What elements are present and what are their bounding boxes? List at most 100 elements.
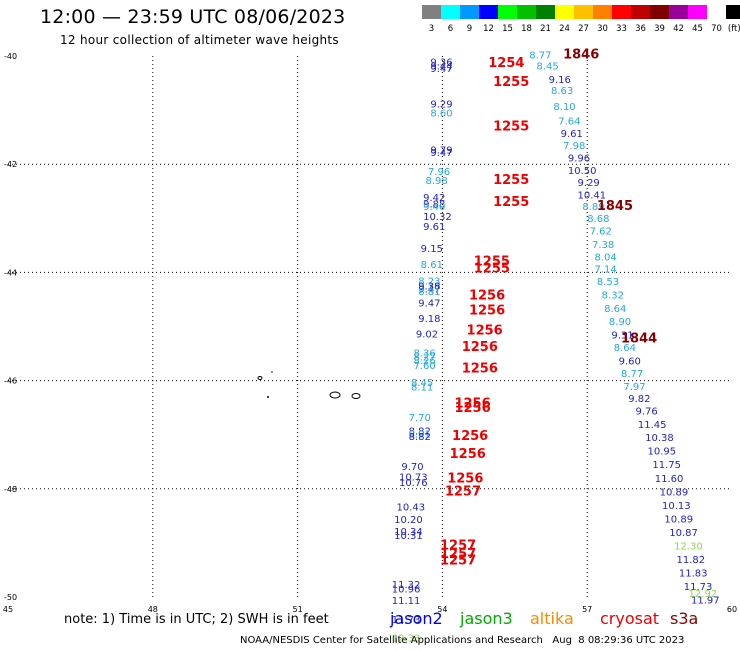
pass-time-label: 1255 [493,173,529,188]
wave-height-value: 9.31 [611,330,633,341]
island [257,376,263,380]
legend-swatch [726,5,740,19]
legend-label: 12 [483,24,494,34]
lon-tick-label: 51 [293,605,303,614]
wave-height-value: 8.61 [421,260,443,271]
wave-height-value: 8.32 [602,290,624,301]
pass-time-label: 1257 [440,547,476,562]
lon-tick-label: 60 [727,605,737,614]
wave-height-value: 7.14 [594,264,616,275]
wave-height-value: 10.38 [645,433,674,444]
wave-height-value: 9.29 [578,178,600,189]
legend-swatch [631,5,650,19]
wave-height-value: 8.81 [418,287,440,298]
wave-height-value: 9.15 [421,244,443,255]
footnote: note: 1) Time is in UTC; 2) SWH is in fe… [64,612,329,627]
lon-tick-label: 54 [437,605,447,614]
wave-height-value: 8.82 [409,432,431,443]
pass-time-label: 1257 [440,538,476,553]
island [329,391,341,399]
wave-height-value: 10.34 [394,527,423,538]
island [267,396,269,398]
legend-swatch [498,5,517,19]
wave-height-value: 9.47 [430,64,452,75]
legend-label: 70 [711,24,722,34]
wave-height-value: 8.90 [609,317,631,328]
wave-height-value: 8.63 [551,86,573,97]
satellite-name: s3a [670,609,699,628]
island [271,371,273,373]
pass-time-label: 1256 [452,429,488,444]
satellite-name: altika [530,609,574,628]
pass-time-label: 1255 [493,195,529,210]
satellite-name: cryosat [600,609,660,628]
legend-unit: (ft) [727,24,740,34]
lat-tick-label: -50 [4,593,17,602]
legend-label: 6 [447,24,454,34]
page-subtitle: 12 hour collection of altimeter wave hei… [60,33,339,47]
lat-tick-label: -44 [4,268,17,277]
legend-swatch [574,5,593,19]
wave-height-value: 8.04 [594,252,616,263]
wave-height-value: 7.64 [558,117,580,128]
wave-height-value: 9.70 [401,462,423,473]
wave-height-value: 9.88 [423,199,445,210]
wave-height-value: 9.61 [423,222,445,233]
legend-swatch [612,5,631,19]
legend-label: 24 [559,24,570,34]
wave-height-value: 8.10 [553,102,575,113]
pass-time-label: 1255 [474,261,510,276]
legend-swatch [669,5,688,19]
wave-height-value: 7.97 [623,382,645,393]
wave-height-value: 8.89 [582,202,604,213]
wave-height-value: 8.77 [621,369,643,380]
wave-height-value: 9.18 [418,314,440,325]
wave-height-value: 8.45 [411,378,433,389]
page-title: 12:00 — 23:59 UTC 08/06/2023 [40,6,346,28]
pass-time-label: 1844 [621,332,657,347]
wave-height-value: 7.38 [592,240,614,251]
islands [257,371,361,399]
legend-label: 45 [692,24,703,34]
legend-label: 9 [466,24,473,34]
wave-height-value: 10.73 [399,473,428,484]
legend-label: 39 [654,24,665,34]
pass-time-label: 1256 [467,324,503,339]
wave-height-value: 9.36 [430,58,452,69]
satellite-name: jason2 [390,609,443,628]
legend-swatch [707,5,726,19]
wave-height-value: 12.30 [674,541,703,552]
legend-swatch [688,5,707,19]
wave-height-value: 7.62 [590,227,612,238]
pass-time-label: 1255 [493,120,529,135]
wave-height-value: 8.23 [418,276,440,287]
pass-time-label: 1256 [469,288,505,303]
legend-swatch [422,5,441,19]
legend-swatch [555,5,574,19]
wave-height-value: 8.82 [409,427,431,438]
pass-time-label: 1255 [474,254,510,269]
wave-height-value: 10.32 [423,212,452,223]
wave-height-value: 8.26 [413,356,435,367]
wave-height-value: 11.73 [684,582,713,593]
wave-height-value: 10.41 [578,190,607,201]
legend-label: 36 [635,24,646,34]
wave-height-value: 8.45 [537,62,559,73]
wave-height-value: 8.36 [413,348,435,359]
wave-height-value: 10.76 [399,478,428,489]
legend-label: 15 [502,24,513,34]
pass-time-label: 1256 [462,340,498,355]
legend-swatch [460,5,479,19]
wave-height-value: 10.89 [664,514,693,525]
wave-height-value: 9.16 [549,75,571,86]
wave-height-value: 9.02 [416,329,438,340]
pass-time-label: 1257 [440,554,476,569]
pass-time-label: 1846 [563,48,599,63]
wave-height-value: 9.44 [430,62,452,73]
wave-height-value: 8.27 [413,353,435,364]
wave-height-value: 7.98 [563,141,585,152]
wave-height-value: 11.82 [676,555,705,566]
wave-height-value: 9.82 [628,394,650,405]
wave-height-value: 9.29 [430,99,452,110]
wave-height-value: 12.33 [392,633,421,644]
